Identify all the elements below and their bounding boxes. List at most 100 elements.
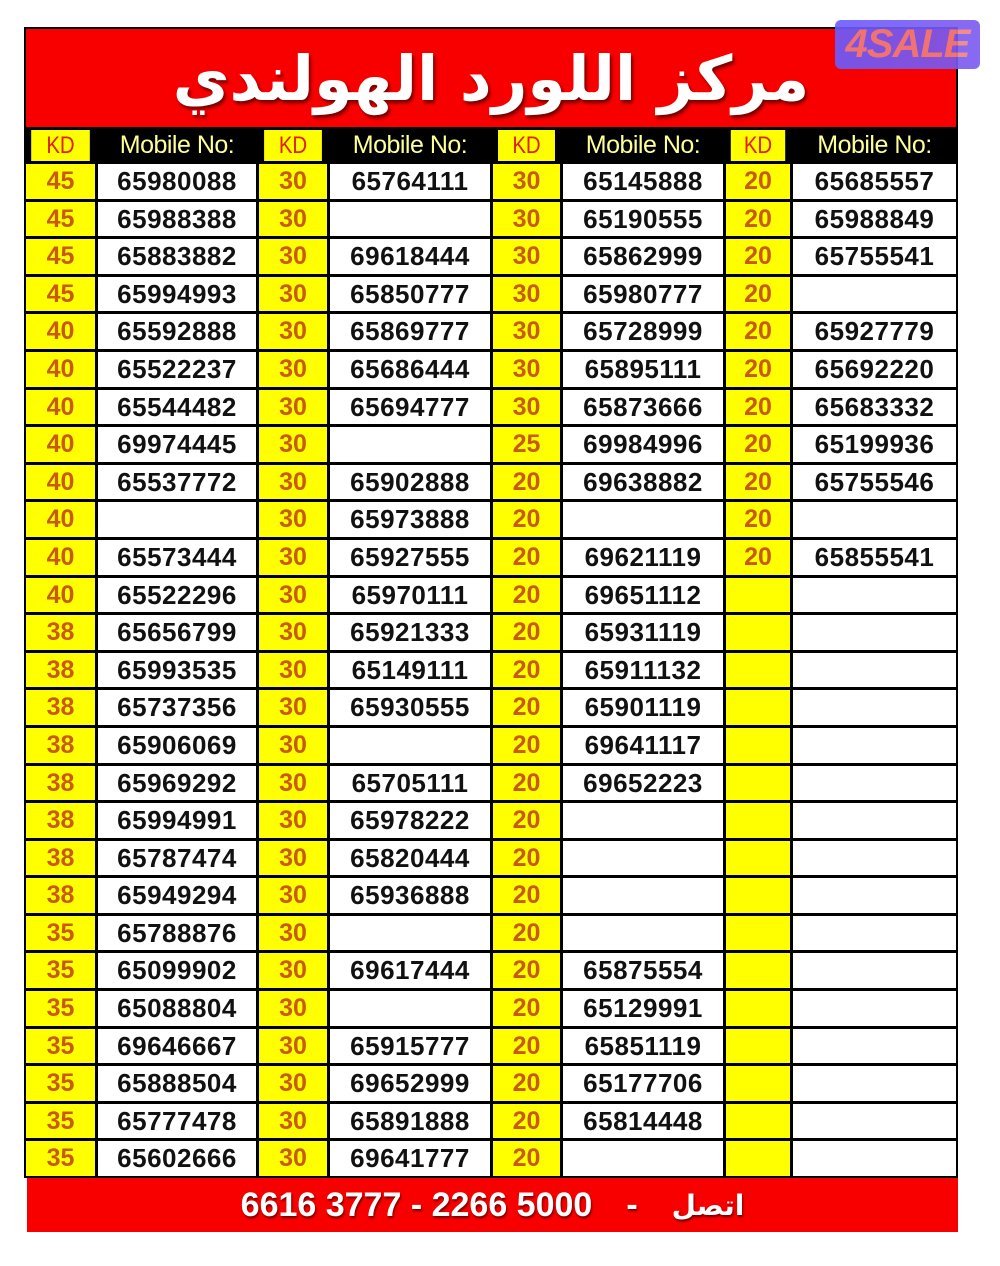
mobile-number-cell: 65705111	[330, 765, 490, 801]
price-cell: 38	[26, 878, 95, 913]
price-cell: 30	[259, 1028, 327, 1064]
price-cell: 38	[26, 727, 95, 763]
price-cell: 30	[493, 276, 560, 312]
price-cell	[726, 803, 790, 838]
price-cell: 20	[493, 727, 560, 763]
header-mobile: Mobile No:	[98, 130, 256, 161]
mobile-number-cell: 65875554	[563, 953, 723, 989]
price-cell: 38	[26, 765, 95, 801]
price-cell: 30	[259, 727, 327, 763]
price-cell: 30	[259, 652, 327, 688]
mobile-number-cell	[563, 502, 723, 537]
mobile-number-cell: 69652999	[330, 1066, 490, 1101]
header-kd: KD	[264, 130, 322, 161]
price-cell: 30	[259, 502, 327, 537]
mobile-number-cell: 69984996	[563, 427, 723, 462]
mobile-number-cell	[793, 953, 956, 989]
price-cell: 20	[493, 1066, 560, 1101]
price-cell: 20	[726, 427, 790, 462]
price-cell: 20	[493, 991, 560, 1026]
mobile-number-cell: 69638882	[563, 464, 723, 500]
mobile-number-cell	[330, 201, 490, 237]
price-cell: 20	[493, 953, 560, 989]
price-cell: 20	[493, 539, 560, 575]
price-cell: 38	[26, 840, 95, 876]
price-cell: 20	[493, 765, 560, 801]
contact-phones: 6616 3777 - 2266 5000	[240, 1185, 593, 1224]
price-cell: 30	[259, 953, 327, 989]
mobile-number-cell	[98, 502, 256, 537]
price-cell: 45	[26, 164, 95, 199]
price-cell: 20	[493, 615, 560, 650]
mobile-number-cell: 65980777	[563, 276, 723, 312]
mobile-number-cell: 65199936	[793, 427, 956, 462]
contact-separator: -	[626, 1185, 638, 1224]
mobile-number-cell: 65891888	[330, 1103, 490, 1139]
price-cell: 30	[259, 915, 327, 951]
mobile-number-cell	[793, 840, 956, 876]
mobile-number-cell	[563, 915, 723, 951]
price-cell: 35	[26, 953, 95, 989]
mobile-number-cell: 65692220	[793, 351, 956, 387]
mobile-number-cell: 65755541	[793, 239, 956, 274]
mobile-number-cell: 65728999	[563, 314, 723, 349]
price-cell: 30	[259, 1141, 327, 1177]
mobile-number-cell: 65994991	[98, 803, 256, 838]
price-cell: 35	[26, 991, 95, 1026]
mobile-number-cell: 65988849	[793, 201, 956, 237]
mobile-number-cell: 69621119	[563, 539, 723, 575]
mobile-number-cell: 69641117	[563, 727, 723, 763]
price-cell: 40	[26, 351, 95, 387]
header-kd: KD	[498, 130, 555, 161]
mobile-number-cell	[793, 727, 956, 763]
price-cell: 20	[493, 803, 560, 838]
price-cell	[726, 840, 790, 876]
mobile-number-cell: 65927555	[330, 539, 490, 575]
header-mobile: Mobile No:	[793, 130, 956, 161]
mobile-number-cell: 65814448	[563, 1103, 723, 1139]
mobile-number-cell: 65994993	[98, 276, 256, 312]
price-cell: 20	[726, 464, 790, 500]
mobile-number-cell: 65602666	[98, 1141, 256, 1177]
price-cell	[726, 652, 790, 688]
price-cell: 30	[493, 389, 560, 425]
header-mobile: Mobile No:	[563, 130, 723, 161]
mobile-number-cell	[793, 690, 956, 725]
price-cell	[726, 765, 790, 801]
price-cell	[726, 1066, 790, 1101]
mobile-number-cell: 65862999	[563, 239, 723, 274]
mobile-number-cell: 65177706	[563, 1066, 723, 1101]
price-cell: 20	[726, 276, 790, 312]
price-cell: 20	[726, 389, 790, 425]
price-cell: 20	[493, 1028, 560, 1064]
mobile-number-cell: 65969292	[98, 765, 256, 801]
price-cell: 20	[493, 840, 560, 876]
mobile-number-cell: 65988388	[98, 201, 256, 237]
price-cell	[726, 915, 790, 951]
mobile-number-cell: 65149111	[330, 652, 490, 688]
mobile-number-cell: 65980088	[98, 164, 256, 199]
mobile-number-cell: 65850777	[330, 276, 490, 312]
mobile-number-cell: 65522237	[98, 351, 256, 387]
price-cell: 45	[26, 276, 95, 312]
mobile-number-cell: 65936888	[330, 878, 490, 913]
mobile-number-cell: 69618444	[330, 239, 490, 274]
mobile-number-cell	[793, 577, 956, 613]
mobile-number-cell: 65190555	[563, 201, 723, 237]
contact-label: اتصل	[671, 1188, 745, 1222]
mobile-number-cell: 65902888	[330, 464, 490, 500]
price-cell: 40	[26, 314, 95, 349]
mobile-number-cell: 65993535	[98, 652, 256, 688]
mobile-number-cell	[563, 1141, 723, 1177]
mobile-number-cell: 65764111	[330, 164, 490, 199]
mobile-number-cell	[793, 652, 956, 688]
mobile-number-cell: 65788876	[98, 915, 256, 951]
price-cell	[726, 577, 790, 613]
price-cell: 30	[493, 201, 560, 237]
price-cell: 45	[26, 201, 95, 237]
price-cell: 20	[493, 464, 560, 500]
mobile-number-cell: 65931119	[563, 615, 723, 650]
price-cell	[726, 690, 790, 725]
mobile-number-cell: 69646667	[98, 1028, 256, 1064]
price-cell: 30	[259, 765, 327, 801]
